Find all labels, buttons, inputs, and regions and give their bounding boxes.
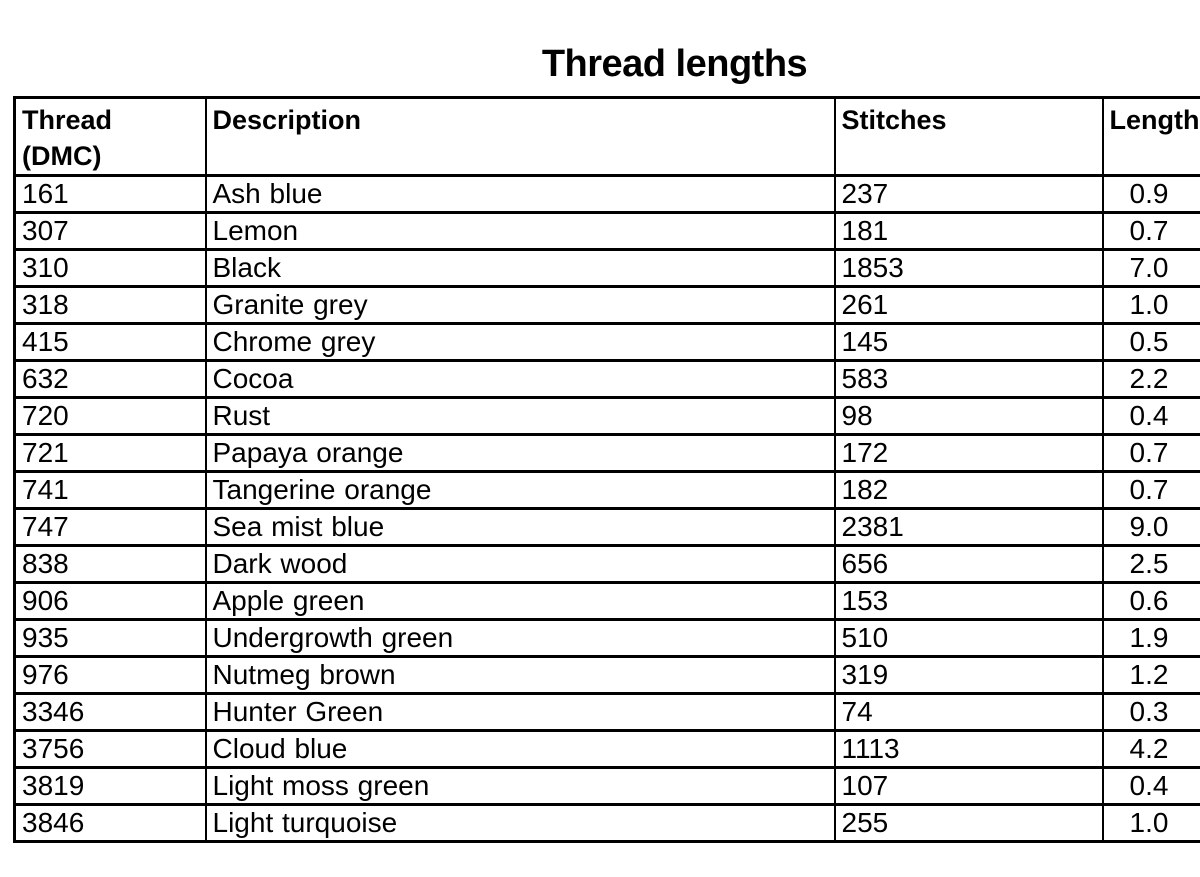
cell-dmc: 3756 <box>13 729 207 769</box>
cell-length: 0.3 <box>1101 692 1200 732</box>
cell-stitches: 74 <box>833 692 1104 732</box>
cell-stitches: 237 <box>833 174 1104 214</box>
thread-lengths-table: Thread (DMC) Description Stitches Length… <box>13 96 1200 843</box>
cell-length: 0.7 <box>1101 433 1200 473</box>
cell-length: 9.0 <box>1101 507 1200 547</box>
table-row: 415 Chrome grey 145 0.5 <box>13 322 1200 362</box>
column-header-length: Length (m) <box>1101 96 1200 177</box>
cell-stitches: 172 <box>833 433 1104 473</box>
cell-length: 1.2 <box>1101 655 1200 695</box>
cell-length: 7.0 <box>1101 248 1200 288</box>
cell-stitches: 181 <box>833 211 1104 251</box>
cell-dmc: 935 <box>13 618 207 658</box>
cell-stitches: 319 <box>833 655 1104 695</box>
cell-length: 1.0 <box>1101 803 1200 843</box>
cell-length: 2.5 <box>1101 544 1200 584</box>
cell-description: Light turquoise <box>204 803 836 843</box>
cell-dmc: 3846 <box>13 803 207 843</box>
column-header-stitches: Stitches <box>833 96 1104 177</box>
cell-description: Dark wood <box>204 544 836 584</box>
cell-stitches: 510 <box>833 618 1104 658</box>
table-row: 741 Tangerine orange 182 0.7 <box>13 470 1200 510</box>
cell-dmc: 161 <box>13 174 207 214</box>
table-row: 3346 Hunter Green 74 0.3 <box>13 692 1200 732</box>
cell-description: Nutmeg brown <box>204 655 836 695</box>
table-row: 3846 Light turquoise 255 1.0 <box>13 803 1200 843</box>
cell-dmc: 721 <box>13 433 207 473</box>
cell-length: 1.9 <box>1101 618 1200 658</box>
cell-description: Black <box>204 248 836 288</box>
cell-description: Chrome grey <box>204 322 836 362</box>
cell-dmc: 906 <box>13 581 207 621</box>
cell-description: Ash blue <box>204 174 836 214</box>
cell-description: Lemon <box>204 211 836 251</box>
cell-stitches: 656 <box>833 544 1104 584</box>
column-header-thread-dmc: Thread (DMC) <box>13 96 207 177</box>
table-row: 935 Undergrowth green 510 1.9 <box>13 618 1200 658</box>
cell-stitches: 2381 <box>833 507 1104 547</box>
table-row: 3819 Light moss green 107 0.4 <box>13 766 1200 806</box>
cell-description: Light moss green <box>204 766 836 806</box>
cell-dmc: 3346 <box>13 692 207 732</box>
cell-length: 0.9 <box>1101 174 1200 214</box>
cell-dmc: 415 <box>13 322 207 362</box>
cell-stitches: 583 <box>833 359 1104 399</box>
cell-description: Papaya orange <box>204 433 836 473</box>
table-row: 310 Black 1853 7.0 <box>13 248 1200 288</box>
table-header-row: Thread (DMC) Description Stitches Length… <box>13 96 1200 177</box>
table-row: 720 Rust 98 0.4 <box>13 396 1200 436</box>
cell-dmc: 747 <box>13 507 207 547</box>
table-row: 838 Dark wood 656 2.5 <box>13 544 1200 584</box>
cell-dmc: 3819 <box>13 766 207 806</box>
column-header-description: Description <box>204 96 836 177</box>
cell-stitches: 145 <box>833 322 1104 362</box>
page-title: Thread lengths <box>541 43 808 85</box>
cell-dmc: 720 <box>13 396 207 436</box>
table-row: 747 Sea mist blue 2381 9.0 <box>13 507 1200 547</box>
table-row: 161 Ash blue 237 0.9 <box>13 174 1200 214</box>
cell-description: Rust <box>204 396 836 436</box>
table-row: 906 Apple green 153 0.6 <box>13 581 1200 621</box>
cell-length: 0.5 <box>1101 322 1200 362</box>
cell-dmc: 838 <box>13 544 207 584</box>
cell-dmc: 632 <box>13 359 207 399</box>
table-row: 307 Lemon 181 0.7 <box>13 211 1200 251</box>
cell-description: Hunter Green <box>204 692 836 732</box>
cell-dmc: 310 <box>13 248 207 288</box>
cell-length: 0.4 <box>1101 396 1200 436</box>
cell-description: Cocoa <box>204 359 836 399</box>
cell-length: 0.7 <box>1101 211 1200 251</box>
thread-table-body: 161 Ash blue 237 0.9 307 Lemon 181 0.7 310 Black 1… <box>13 174 1200 843</box>
table-row: 976 Nutmeg brown 319 1.2 <box>13 655 1200 695</box>
cell-stitches: 1113 <box>833 729 1104 769</box>
cell-length: 1.0 <box>1101 285 1200 325</box>
table-row: 632 Cocoa 583 2.2 <box>13 359 1200 399</box>
cell-length: 4.2 <box>1101 729 1200 769</box>
table-row: 721 Papaya orange 172 0.7 <box>13 433 1200 473</box>
cell-dmc: 976 <box>13 655 207 695</box>
cell-stitches: 98 <box>833 396 1104 436</box>
cell-description: Sea mist blue <box>204 507 836 547</box>
cell-length: 0.4 <box>1101 766 1200 806</box>
cell-stitches: 1853 <box>833 248 1104 288</box>
cell-dmc: 307 <box>13 211 207 251</box>
cell-length: 0.6 <box>1101 581 1200 621</box>
cell-length: 0.7 <box>1101 470 1200 510</box>
table-row: 3756 Cloud blue 1113 4.2 <box>13 729 1200 769</box>
cell-stitches: 182 <box>833 470 1104 510</box>
table-row: 318 Granite grey 261 1.0 <box>13 285 1200 325</box>
cell-length: 2.2 <box>1101 359 1200 399</box>
cell-stitches: 255 <box>833 803 1104 843</box>
cell-dmc: 741 <box>13 470 207 510</box>
cell-description: Granite grey <box>204 285 836 325</box>
cell-description: Apple green <box>204 581 836 621</box>
cell-stitches: 107 <box>833 766 1104 806</box>
cell-stitches: 261 <box>833 285 1104 325</box>
cell-description: Undergrowth green <box>204 618 836 658</box>
cell-stitches: 153 <box>833 581 1104 621</box>
cell-description: Tangerine orange <box>204 470 836 510</box>
cell-description: Cloud blue <box>204 729 836 769</box>
cell-dmc: 318 <box>13 285 207 325</box>
